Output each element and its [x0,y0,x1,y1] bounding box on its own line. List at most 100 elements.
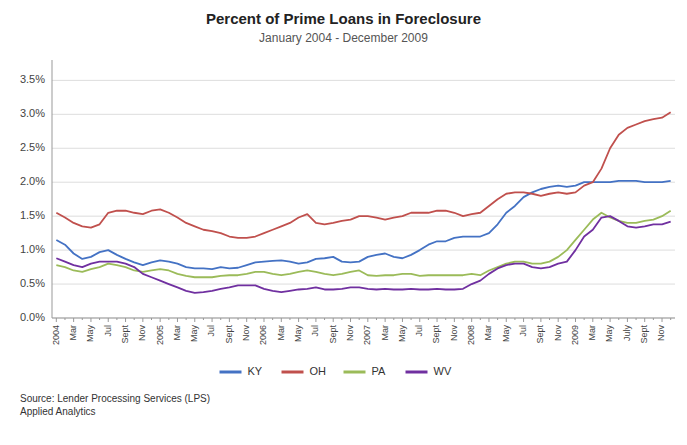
x-tick [419,318,420,322]
x-tick [255,318,256,320]
x-tick-label: Nov [241,325,251,342]
x-tick [82,318,83,320]
x-tick [220,318,221,320]
x-tick [627,318,628,322]
x-tick [194,318,195,322]
x-tick-label: 2009 [570,325,580,345]
legend-swatch [220,371,242,374]
series-line [56,112,670,238]
x-tick [315,318,316,322]
y-grid [52,80,675,318]
grid-line [52,284,675,285]
x-tick-label: Nov [449,325,459,342]
x-tick [177,318,178,322]
x-tick [134,318,135,320]
x-tick [411,318,412,320]
y-tick-label: 1.5% [20,209,45,221]
x-tick [575,318,576,322]
x-tick [437,318,438,322]
x-tick-label: Mar [380,325,390,341]
x-tick-label: Sept [224,325,234,344]
y-tick-label: 3.0% [20,107,45,119]
y-axis-line [52,60,53,318]
x-tick-label: 2008 [466,325,476,345]
annotation-line: Applied Analytics [20,406,96,417]
x-tick [653,318,654,320]
x-tick [454,318,455,322]
x-tick-label: Nov [656,325,666,342]
x-tick-label: Mar [172,325,182,341]
x-tick-label: 2006 [258,325,268,345]
x-tick [463,318,464,320]
x-tick-label: May [501,325,511,343]
x-tick [186,318,187,320]
x-tick-label: Mar [587,325,597,341]
legend-swatch [344,371,366,374]
x-tick [289,318,290,320]
x-tick [506,318,507,322]
grid-line [52,80,675,81]
x-tick-label: Nov [553,325,563,342]
x-tick [281,318,282,322]
x-tick-label: 2004 [51,325,61,345]
x-tick [350,318,351,322]
series-line [56,181,670,269]
legend-label: OH [310,365,327,377]
x-tick [272,318,273,320]
x-tick [610,318,611,322]
x-tick [142,318,143,322]
x-tick [480,318,481,320]
x-tick [532,318,533,320]
legend-label: KY [248,365,263,377]
x-tick [160,318,161,322]
x-tick [238,318,239,320]
title: Percent of Prime Loans in Foreclosure [206,10,481,27]
y-tick-label: 3.5% [20,73,45,85]
x-tick-label: Mar [276,325,286,341]
x-tick-label: May [397,325,407,343]
annotation: Source: Lender Processing Services (LPS)… [20,393,210,417]
x-tick-label: Mar [68,325,78,341]
y-tick-label: 1.0% [20,243,45,255]
series-line [56,216,670,293]
x-tick [584,318,585,320]
y-tick-label: 2.5% [20,141,45,153]
x-tick [229,318,230,322]
x-tick [333,318,334,322]
x-tick [670,318,671,320]
x-tick [488,318,489,322]
x-tick [497,318,498,320]
x-tick-label: 2005 [155,325,165,345]
x-tick [402,318,403,322]
y-tick-label: 0.0% [20,311,45,323]
x-tick [618,318,619,320]
x-tick [601,318,602,320]
x-tick [549,318,550,320]
x-tick [108,318,109,322]
x-tick [73,318,74,322]
x-tick [445,318,446,320]
x-tick [151,318,152,320]
x-tick [263,318,264,322]
x-tick [56,318,57,322]
x-tick [636,318,637,320]
x-tick [212,318,213,322]
x-tick [168,318,169,320]
x-tick-label: Nov [345,325,355,342]
x-tick-label: Sept [328,325,338,344]
x-tick [523,318,524,322]
x-tick [116,318,117,320]
x-tick [359,318,360,320]
x-tick [393,318,394,320]
x-tick-label: Nov [137,325,147,342]
x-tick [566,318,567,320]
y-tick-label: 0.5% [20,277,45,289]
legend-swatch [406,371,428,374]
x-tick-label: 2007 [362,325,372,345]
x-tick-label: Jul [518,325,528,337]
legend-label: WV [434,365,452,377]
x-tick [662,318,663,322]
x-tick-label: Jul [414,325,424,337]
x-tick [203,318,204,320]
x-tick [644,318,645,322]
